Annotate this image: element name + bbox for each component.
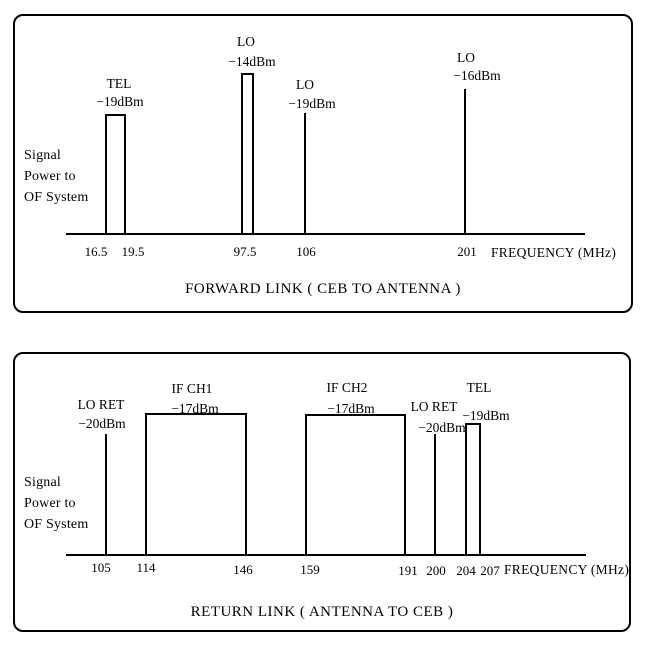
component-power-label: −19dBm: [462, 408, 510, 423]
component-power-label: −19dBm: [288, 96, 336, 111]
component-power-label: −20dBm: [418, 420, 466, 435]
component-power-label: −14dBm: [228, 54, 276, 69]
forward-lo-97-5-bar: [241, 73, 254, 235]
forward-frequency-axis: [66, 233, 585, 235]
y-axis-label-line: Power to: [24, 496, 76, 511]
forward-lo-201-line: [464, 89, 466, 235]
y-axis-label: Signal Power to OF System: [24, 472, 88, 535]
y-axis-label-line: Signal: [24, 148, 61, 163]
tick-label: 114: [136, 560, 156, 575]
forward-lo-106-line: [304, 113, 306, 235]
y-axis-label: Signal Power to OF System: [24, 145, 88, 208]
tick-label: 97.5: [233, 244, 257, 259]
tick-label: 16.5: [84, 244, 108, 259]
component-name-label: TEL: [466, 380, 492, 395]
tick-label: 19.5: [121, 244, 145, 259]
tick-label: 207: [480, 563, 500, 578]
forward-tel-band-bar: [105, 114, 126, 235]
component-name-label: IF CH1: [171, 381, 213, 396]
y-axis-label-line: OF System: [24, 517, 89, 532]
tick-label: 159: [300, 562, 320, 577]
tick-label: 204: [456, 563, 476, 578]
return-lo-ret-200-line: [434, 434, 436, 556]
x-axis-label: FREQUENCY (MHz): [504, 562, 630, 577]
component-power-label: −17dBm: [171, 401, 219, 416]
component-name-label: LO RET: [77, 397, 125, 412]
tick-label: 201: [457, 244, 477, 259]
component-power-label: −20dBm: [78, 416, 126, 431]
tick-label: 106: [296, 244, 316, 259]
component-name-label: LO: [457, 50, 475, 65]
return-tel-band-bar: [465, 423, 481, 556]
component-name-label: LO: [296, 77, 314, 92]
return-if-ch1-band-bar: [145, 413, 247, 556]
component-name-label: LO RET: [410, 399, 458, 414]
y-axis-label-line: OF System: [24, 190, 89, 205]
panel-title: RETURN LINK ( ANTENNA TO CEB ): [190, 604, 454, 620]
y-axis-label-line: Power to: [24, 169, 76, 184]
tick-label: 200: [426, 563, 446, 578]
component-power-label: −17dBm: [327, 401, 375, 416]
tick-label: 191: [398, 563, 418, 578]
component-power-label: −19dBm: [96, 94, 144, 109]
component-power-label: −16dBm: [453, 68, 501, 83]
x-axis-label: FREQUENCY (MHz): [491, 245, 617, 260]
return-link-panel: Signal Power to OF System LO RET −20dBm …: [13, 352, 631, 632]
forward-link-panel: Signal Power to OF System TEL −19dBm LO …: [13, 14, 633, 313]
tick-label: 105: [91, 560, 111, 575]
panel-title: FORWARD LINK ( CEB TO ANTENNA ): [185, 281, 461, 297]
y-axis-label-line: Signal: [24, 475, 61, 490]
component-name-label: TEL: [106, 76, 132, 91]
tick-label: 146: [233, 562, 253, 577]
component-name-label: IF CH2: [326, 380, 368, 395]
return-lo-ret-105-line: [105, 434, 107, 556]
component-name-label: LO: [237, 34, 255, 49]
return-if-ch2-band-bar: [305, 414, 406, 556]
